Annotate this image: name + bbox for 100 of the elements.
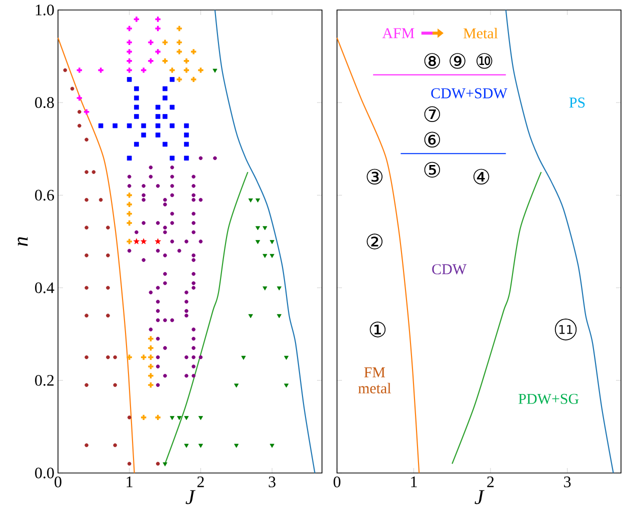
point [162, 57, 169, 64]
annotation: ⑨ [450, 53, 466, 69]
point [84, 138, 88, 142]
x-tick-label: 0 [54, 476, 62, 488]
point [190, 48, 198, 56]
point [84, 226, 88, 230]
point [147, 335, 154, 342]
x-tick-label: 1 [126, 476, 132, 488]
point [154, 25, 162, 32]
annotation: ③ [366, 168, 382, 185]
point [126, 123, 132, 128]
point [170, 123, 175, 128]
point [76, 94, 83, 102]
point [97, 66, 104, 74]
point [212, 68, 218, 73]
point [184, 132, 189, 138]
point [170, 156, 175, 161]
point [106, 355, 110, 360]
point [176, 48, 183, 56]
point [140, 66, 148, 74]
point [162, 462, 168, 466]
point [126, 57, 133, 64]
point [162, 114, 168, 119]
point [70, 86, 74, 91]
point [147, 363, 154, 370]
point [113, 355, 117, 360]
point [126, 48, 133, 56]
point [126, 192, 133, 199]
point [262, 286, 268, 290]
x-tick-label: 3 [268, 476, 276, 488]
point [147, 354, 154, 361]
annotation: ④ [473, 168, 490, 185]
point [134, 104, 139, 110]
annotation: Metal [463, 28, 498, 38]
annotation: ⑩ [476, 53, 492, 69]
point [190, 76, 198, 83]
line-series [214, 9, 316, 474]
point [127, 416, 132, 420]
point [106, 253, 110, 258]
point [198, 416, 203, 420]
annotation: ① [370, 322, 386, 338]
point [234, 384, 239, 388]
point [126, 25, 133, 32]
point [155, 114, 160, 119]
y-axis-title: n [18, 237, 28, 246]
point [133, 238, 140, 244]
point [84, 383, 88, 387]
point [76, 66, 83, 74]
point [184, 416, 189, 420]
point [113, 383, 117, 387]
point [170, 104, 175, 110]
point [276, 314, 282, 318]
x-tick-label: 1 [411, 476, 417, 488]
point [84, 253, 88, 258]
point [197, 66, 204, 74]
point [170, 77, 175, 82]
point [147, 57, 154, 64]
point [241, 356, 246, 360]
point [126, 66, 133, 74]
point [176, 38, 183, 46]
point [256, 198, 260, 202]
point [126, 354, 133, 361]
y-tick-label: 0.8 [35, 97, 54, 108]
y-tick-label: 0.6 [35, 190, 54, 201]
point [234, 444, 239, 448]
point [284, 384, 289, 388]
point [156, 462, 160, 466]
point [168, 66, 176, 74]
point [134, 96, 139, 100]
point [106, 286, 110, 290]
point [147, 382, 154, 389]
point [270, 444, 274, 448]
point [154, 16, 162, 23]
point [98, 198, 103, 202]
point [78, 110, 82, 114]
annotation: PDW+SG [518, 394, 579, 404]
point [184, 156, 189, 161]
point [177, 416, 182, 420]
point [256, 226, 260, 230]
annotation: AFM [382, 28, 414, 38]
annotation: CDW+SDW [431, 88, 508, 98]
x-tick-label: 3 [564, 476, 571, 488]
y-tick-label: 1.0 [36, 4, 54, 16]
point [134, 142, 139, 147]
point [248, 314, 253, 318]
point [176, 76, 183, 83]
point [106, 226, 110, 230]
point [154, 48, 162, 56]
point [127, 462, 132, 466]
point [106, 314, 110, 318]
annotation: PS [569, 98, 585, 108]
point [256, 240, 260, 244]
point [98, 123, 104, 128]
point [140, 414, 148, 421]
point [284, 356, 289, 360]
point [126, 200, 133, 208]
point [113, 443, 117, 448]
annotation: CDW [432, 264, 467, 274]
point [126, 77, 132, 82]
annotation: FM metal [358, 367, 391, 394]
